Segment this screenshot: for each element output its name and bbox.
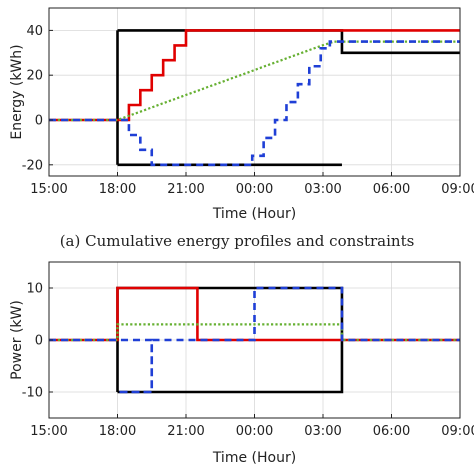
y-tick-label: 10 (26, 282, 43, 297)
power-series-group (49, 286, 460, 394)
power-ticks: 15:00 18:00 21:00 00:00 03:00 06:00 09:00 -10 0 1… (22, 282, 474, 440)
y-tick-label: -20 (22, 158, 43, 173)
x-tick-label: 15:00 (30, 424, 67, 439)
energy-chart: 15:00 18:00 21:00 00:00 03:00 06:00 09:00 -20 0 2… (9, 7, 474, 250)
energy-x-axis-label: Time (Hour) (212, 206, 296, 222)
series-line-blue-dashed (49, 286, 460, 394)
x-tick-label: 00:00 (236, 182, 273, 197)
y-tick-label: 20 (26, 69, 43, 84)
x-tick-label: 21:00 (167, 182, 204, 197)
x-tick-label: 21:00 (167, 424, 204, 439)
power-x-axis-label: Time (Hour) (212, 450, 296, 466)
power-y-axis-label: Power (kW) (9, 300, 25, 380)
y-tick-label: 0 (35, 334, 43, 349)
y-tick-label: 0 (35, 114, 43, 129)
y-tick-label: 40 (26, 24, 43, 39)
x-tick-label: 06:00 (373, 424, 410, 439)
x-tick-label: 09:00 (441, 182, 474, 197)
x-tick-label: 15:00 (30, 182, 67, 197)
energy-y-axis-label: Energy (kWh) (9, 44, 25, 139)
power-chart: 15:00 18:00 21:00 00:00 03:00 06:00 09:00 -10 0 1… (9, 261, 474, 466)
y-tick-label: -10 (22, 386, 43, 401)
energy-series-group (49, 29, 460, 167)
x-tick-label: 03:00 (304, 182, 341, 197)
x-tick-label: 18:00 (99, 424, 136, 439)
x-tick-label: 06:00 (373, 182, 410, 197)
x-tick-label: 09:00 (441, 424, 474, 439)
energy-ticks: 15:00 18:00 21:00 00:00 03:00 06:00 09:00 -20 0 2… (22, 24, 474, 197)
x-tick-label: 03:00 (304, 424, 341, 439)
x-tick-label: 00:00 (236, 424, 273, 439)
energy-chart-caption: (a) Cumulative energy profiles and const… (60, 232, 415, 250)
x-tick-label: 18:00 (99, 182, 136, 197)
series-line-green-dotted (49, 40, 460, 122)
